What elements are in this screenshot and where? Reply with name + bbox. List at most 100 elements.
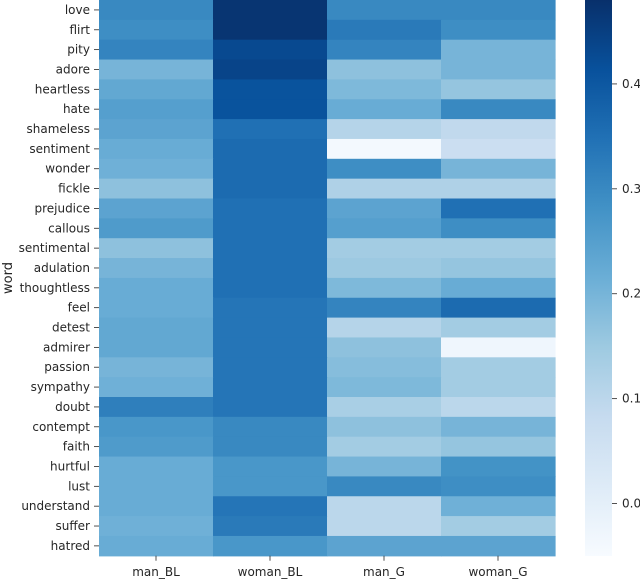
heatmap-cell bbox=[441, 39, 556, 61]
heatmap-cell bbox=[213, 357, 328, 378]
heatmap-cell bbox=[441, 218, 556, 239]
heatmap-cell bbox=[99, 357, 214, 378]
row-label: hatred bbox=[51, 539, 90, 553]
heatmap-cell bbox=[441, 397, 556, 418]
row-label: sentiment bbox=[29, 142, 90, 156]
heatmap-cell bbox=[213, 436, 328, 458]
heatmap-cell bbox=[213, 198, 328, 219]
colorbar-tick-label: 0.2 bbox=[622, 287, 640, 301]
heatmap-cell bbox=[441, 377, 556, 398]
heatmap-cell bbox=[99, 456, 214, 477]
heatmap-cell bbox=[441, 99, 556, 120]
heatmap-cell bbox=[213, 397, 328, 418]
heatmap-cell bbox=[99, 337, 214, 358]
colorbar-tick-label: 0.0 bbox=[622, 497, 640, 511]
heatmap-cell bbox=[213, 277, 328, 299]
heatmap-cell bbox=[327, 158, 442, 180]
heatmap-cell bbox=[213, 59, 328, 80]
heatmap-cell bbox=[99, 0, 214, 21]
heatmap-cell bbox=[99, 397, 214, 418]
row-label: detest bbox=[52, 321, 90, 335]
row-label: love bbox=[65, 3, 90, 17]
row-label: hurtful bbox=[50, 459, 90, 473]
heatmap-cell bbox=[99, 238, 214, 259]
column-label: man_G bbox=[363, 565, 405, 579]
heatmap-cell bbox=[327, 79, 442, 100]
heatmap-cell bbox=[441, 258, 556, 279]
column-labels: man_BL woman_BL man_G woman_G bbox=[132, 555, 528, 579]
row-label: sympathy bbox=[31, 380, 90, 394]
heatmap-cell bbox=[213, 39, 328, 61]
heatmap-cell bbox=[99, 436, 214, 458]
heatmap-cell bbox=[327, 337, 442, 358]
heatmap-cell bbox=[213, 178, 328, 200]
heatmap-cell bbox=[99, 476, 214, 497]
heatmap-cell bbox=[441, 516, 556, 537]
heatmap-cell bbox=[327, 496, 442, 517]
heatmap-cell bbox=[213, 158, 328, 180]
heatmap-cell bbox=[213, 79, 328, 100]
heatmap-cell bbox=[99, 158, 214, 180]
heatmap-cell bbox=[441, 297, 556, 319]
row-label: lust bbox=[68, 479, 90, 493]
row-label: contempt bbox=[32, 420, 90, 434]
heatmap-cells bbox=[99, 0, 556, 557]
heatmap-cell bbox=[441, 178, 556, 200]
heatmap-cell bbox=[327, 99, 442, 120]
heatmap-cell bbox=[327, 258, 442, 279]
heatmap-cell bbox=[213, 317, 328, 339]
row-label: hate bbox=[63, 102, 90, 116]
heatmap-cell bbox=[327, 397, 442, 418]
heatmap-cell bbox=[327, 416, 442, 438]
heatmap-cell bbox=[441, 238, 556, 259]
heatmap-cell bbox=[441, 436, 556, 458]
row-label: understand bbox=[21, 499, 90, 513]
heatmap-cell bbox=[213, 516, 328, 537]
heatmap-cell bbox=[441, 277, 556, 299]
heatmap-cell bbox=[441, 337, 556, 358]
row-label: adulation bbox=[34, 261, 90, 275]
heatmap-cell bbox=[99, 138, 214, 160]
heatmap-cell bbox=[99, 535, 214, 557]
heatmap-cell bbox=[99, 516, 214, 537]
heatmap-cell bbox=[441, 198, 556, 219]
heatmap-cell bbox=[213, 377, 328, 398]
row-label: admirer bbox=[43, 340, 90, 354]
heatmap-cell bbox=[213, 238, 328, 259]
heatmap-cell bbox=[99, 119, 214, 140]
column-label: woman_G bbox=[468, 565, 527, 579]
heatmap-cell bbox=[327, 238, 442, 259]
heatmap-cell bbox=[213, 456, 328, 477]
heatmap-cell bbox=[213, 258, 328, 279]
heatmap-cell bbox=[441, 496, 556, 517]
heatmap-cell bbox=[213, 138, 328, 160]
row-label: feel bbox=[68, 301, 90, 315]
heatmap-cell bbox=[327, 138, 442, 160]
row-label: callous bbox=[48, 221, 90, 235]
heatmap-cell bbox=[213, 476, 328, 497]
heatmap-cell bbox=[327, 39, 442, 61]
heatmap-cell bbox=[99, 178, 214, 200]
heatmap-cell bbox=[327, 59, 442, 80]
heatmap-cell bbox=[99, 39, 214, 61]
heatmap-cell bbox=[99, 317, 214, 339]
row-label: wonder bbox=[45, 162, 90, 176]
heatmap-cell bbox=[213, 297, 328, 319]
colorbar-tick-label: 0.4 bbox=[622, 77, 640, 91]
heatmap-cell bbox=[327, 218, 442, 239]
heatmap-cell bbox=[213, 99, 328, 120]
heatmap-cell bbox=[327, 297, 442, 319]
heatmap-cell bbox=[213, 535, 328, 557]
heatmap-cell bbox=[213, 416, 328, 438]
heatmap-cell bbox=[213, 119, 328, 140]
row-label: thoughtless bbox=[20, 281, 90, 295]
colorbar-ticks: 0.0 0.1 0.2 0.3 0.4 bbox=[612, 77, 640, 511]
heatmap-cell bbox=[99, 377, 214, 398]
heatmap-cell bbox=[327, 0, 442, 21]
heatmap-cell bbox=[327, 476, 442, 497]
heatmap-cell bbox=[441, 119, 556, 140]
heatmap-cell bbox=[441, 357, 556, 378]
heatmap-cell bbox=[99, 198, 214, 219]
column-label: woman_BL bbox=[238, 565, 303, 579]
heatmap-cell bbox=[327, 198, 442, 219]
